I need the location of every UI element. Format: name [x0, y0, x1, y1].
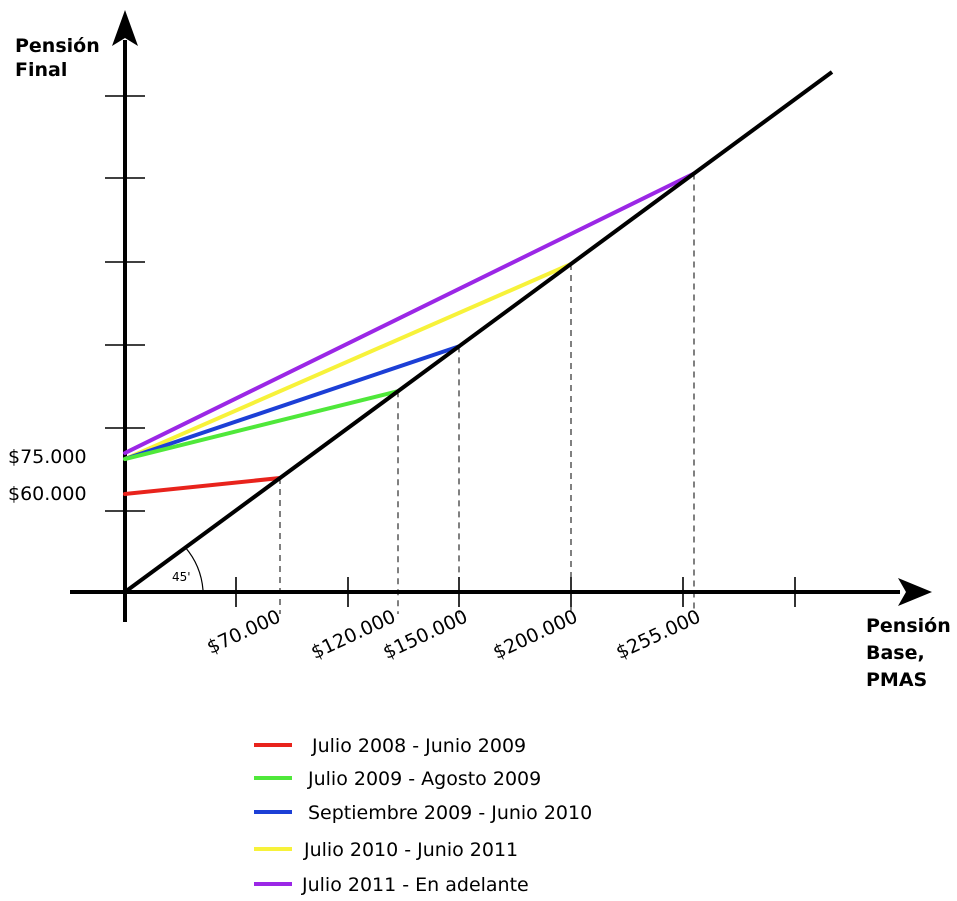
legend-item: Julio 2010 - Junio 2011 [254, 839, 518, 861]
legend-label: Julio 2011 - En adelante [301, 874, 529, 896]
x-tick-label: $70.000 [204, 606, 285, 659]
legend-label: Julio 2010 - Junio 2011 [303, 839, 518, 861]
series-line [123, 171, 696, 455]
angle-arc [184, 546, 204, 591]
y-axis-title: Pensión Final [15, 35, 106, 81]
x-tick-label: $200.000 [490, 606, 581, 664]
series-lines [123, 171, 696, 496]
y-axis-arrow-icon [112, 10, 138, 46]
series-line [123, 344, 461, 461]
x-axis-title-line: Base, [866, 642, 925, 664]
drop-lines [279, 173, 695, 614]
x-axis-title-line: PMAS [866, 669, 927, 691]
reference-line-45 [123, 70, 834, 594]
legend-label: Julio 2008 - Junio 2009 [311, 735, 526, 757]
y-axis-title-line: Pensión [15, 35, 100, 57]
legend-label: Septiembre 2009 - Junio 2010 [308, 802, 592, 824]
y-axis-title-line: Final [15, 59, 67, 81]
y-tick-label: $75.000 [8, 446, 87, 468]
angle-label: 45' [172, 570, 191, 584]
axes [70, 10, 932, 622]
x-axis-arrow-icon [898, 578, 932, 606]
x-axis-title-line: Pensión [866, 615, 951, 637]
legend-item: Julio 2008 - Junio 2009 [254, 735, 526, 757]
series-line [123, 475, 282, 496]
legend-item: Julio 2009 - Agosto 2009 [254, 768, 541, 790]
legend-item: Septiembre 2009 - Junio 2010 [254, 802, 592, 824]
y-tick-label: $60.000 [8, 483, 87, 505]
legend-label: Julio 2009 - Agosto 2009 [307, 768, 541, 790]
series-line [123, 389, 400, 461]
x-tick-label: $255.000 [613, 606, 704, 664]
y-axis-ticks [105, 95, 145, 512]
x-axis-title: Pensión Base, PMAS [866, 615, 957, 691]
legend-item: Julio 2011 - En adelante [254, 874, 529, 896]
series-line [123, 261, 573, 461]
legend: Julio 2008 - Junio 2009 Julio 2009 - Ago… [254, 735, 592, 896]
